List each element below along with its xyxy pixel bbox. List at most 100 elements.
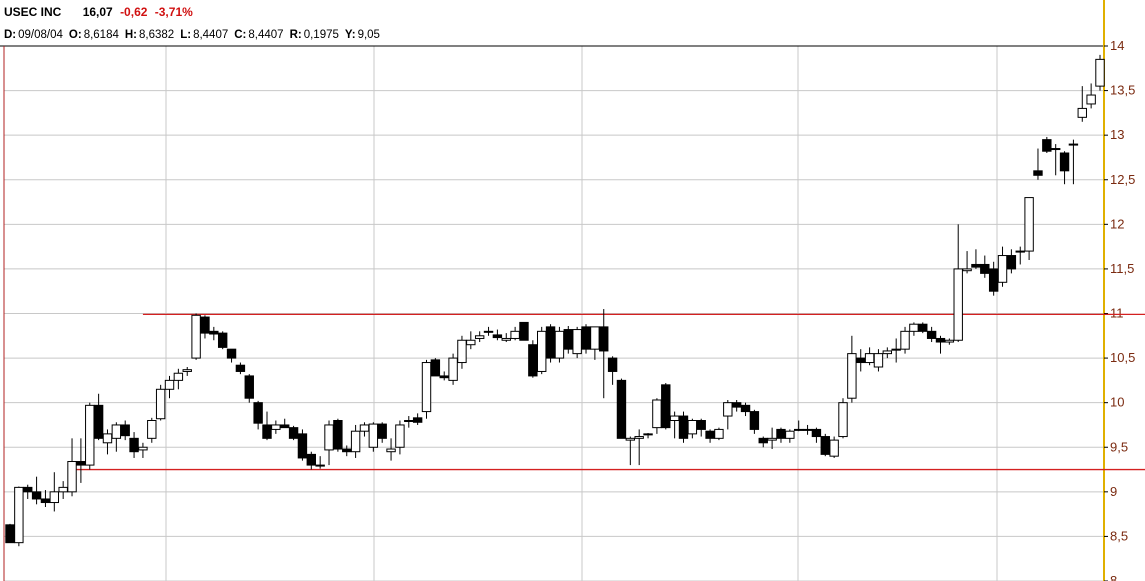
candle-down (563, 329, 573, 350)
candle-down (519, 321, 529, 341)
candle-up (386, 448, 396, 453)
candle-up (164, 379, 175, 390)
y-tick-label: 13 (1110, 127, 1124, 142)
y-tick-label: 14 (1110, 38, 1124, 53)
y-tick-label: 11 (1110, 306, 1124, 321)
candle-up (687, 420, 698, 435)
ohlc-label: C: (234, 29, 247, 41)
candle-up (49, 491, 60, 504)
candle-up (147, 420, 157, 439)
candle-up (350, 430, 361, 453)
candle-up (572, 329, 582, 355)
candle-down (705, 430, 715, 439)
candle-up (962, 268, 972, 272)
candle-down (306, 453, 317, 466)
candle-down (244, 375, 254, 399)
candle-down (820, 436, 830, 455)
candle-up (501, 337, 511, 341)
candle-down (1006, 255, 1017, 270)
ohlc-label: O: (68, 29, 82, 41)
candle-down (217, 332, 228, 348)
candle-up (891, 348, 901, 351)
candle-down (280, 424, 290, 429)
ohlc-label: D: (4, 29, 17, 41)
candle-up (829, 439, 839, 457)
candle-up (457, 339, 467, 364)
candle-up (58, 486, 68, 493)
candle-down (935, 337, 946, 343)
candle-down (253, 402, 263, 424)
candle-up (14, 486, 24, 544)
candle-up (448, 357, 458, 381)
y-tick-label: 10 (1110, 395, 1124, 410)
candle-up (421, 362, 432, 413)
ohlc-label: H: (124, 29, 138, 41)
candle-up (873, 353, 884, 368)
candle-down (31, 491, 42, 500)
candle-up (1050, 148, 1061, 151)
candle-down (581, 326, 591, 350)
candle-down (758, 437, 768, 444)
candle-up (173, 372, 184, 381)
candle-up (714, 428, 724, 439)
candle-down (696, 420, 706, 430)
candle-up (1077, 107, 1087, 118)
candle-up (191, 314, 201, 359)
candle-up (474, 335, 485, 339)
y-tick-label: 13,5 (1110, 83, 1135, 98)
candle-up (359, 424, 370, 432)
candle-down (776, 428, 786, 439)
candle-up (723, 402, 733, 417)
candle-down (980, 263, 990, 274)
candle-down (288, 427, 299, 439)
ohlc-label: R: (289, 29, 302, 41)
candle-up (1015, 250, 1025, 253)
ohlc-value: 8,4407 (193, 29, 229, 41)
ohlc-value: 8,6382 (139, 29, 175, 41)
ohlc-value: 9,05 (357, 29, 380, 41)
candle-down (93, 404, 104, 439)
candle-up (67, 461, 77, 493)
candle-down (492, 334, 503, 339)
candle-up (368, 423, 379, 448)
candle-up (634, 436, 644, 439)
symbol: USEC INC (4, 5, 62, 19)
candle-down (918, 323, 928, 332)
candle-down (40, 498, 51, 504)
candle-down (5, 524, 15, 544)
candle-down (528, 344, 538, 377)
candle-down (731, 402, 742, 408)
candle-down (971, 263, 981, 268)
candle-down (200, 316, 210, 334)
candle-up (537, 330, 547, 372)
candle-up (767, 437, 777, 441)
candle-up (1068, 143, 1079, 146)
candle-down (1042, 139, 1052, 152)
candle-down (342, 448, 352, 453)
candle-down (235, 364, 246, 372)
ohlc-label: L: (180, 29, 192, 41)
candle-up (85, 404, 95, 466)
candle-down (76, 461, 86, 466)
candle-down (661, 384, 671, 429)
candle-up (102, 433, 113, 444)
last-price: 16,07 (82, 5, 113, 19)
candle-down (377, 423, 387, 439)
candle-down (926, 330, 937, 339)
candle-down (545, 326, 556, 359)
candle-down (226, 348, 237, 359)
candle-up (793, 428, 804, 431)
y-tick-label: 10,5 (1110, 350, 1135, 365)
candle-down (209, 330, 219, 335)
candle-down (297, 433, 308, 459)
candle-down (439, 375, 449, 379)
candle-up (483, 330, 494, 333)
candle-up (838, 402, 848, 438)
candle-down (129, 437, 139, 453)
candle-up (847, 353, 857, 399)
candle-down (988, 268, 999, 292)
ohlc-value: 09/08/04 (18, 29, 63, 41)
ohlc-value: 8,4407 (248, 29, 284, 41)
